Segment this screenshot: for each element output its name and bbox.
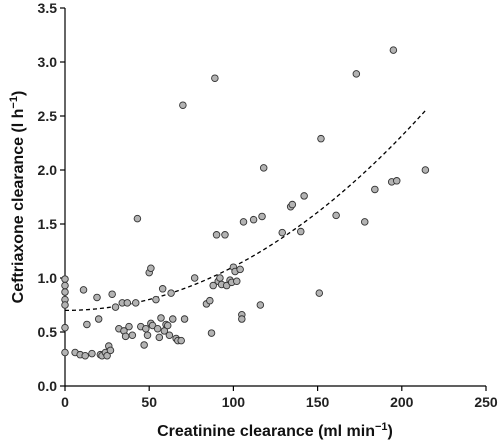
data-point (163, 321, 172, 330)
data-point (190, 274, 199, 282)
x-tick-label: 100 (222, 394, 246, 410)
data-point (88, 349, 96, 358)
data-point (169, 315, 177, 323)
data-point (389, 46, 398, 54)
data-point (108, 290, 116, 298)
data-point (256, 301, 265, 309)
data-point (300, 192, 308, 200)
y-ticks: 0.0 0.5 1.0 1.5 2.0 2.5 3.0 3.5 (38, 0, 65, 394)
y-axis-title-sup: −1 (8, 96, 20, 109)
y-axis-title: Ceftriaxone clearance (l h−1) (8, 91, 27, 304)
data-point (153, 325, 162, 333)
data-point (131, 299, 140, 307)
data-point (239, 218, 248, 226)
data-point (297, 227, 305, 236)
data-point (317, 134, 325, 143)
data-point (61, 275, 69, 283)
y-axis-title-text: Ceftriaxone clearance (l h (10, 109, 27, 304)
data-point (167, 289, 175, 297)
data-point (83, 320, 91, 329)
data-point (233, 277, 241, 285)
data-point (315, 289, 324, 297)
data-point (61, 348, 69, 357)
y-tick-label: 2.0 (38, 162, 58, 178)
y-tick-label: 1.5 (38, 216, 58, 232)
x-tick-label: 0 (61, 394, 69, 410)
data-point (133, 214, 142, 223)
x-axis-title-text: Creatinine clearance (ml min (157, 423, 375, 440)
data-point (278, 228, 286, 237)
data-point (216, 274, 224, 282)
y-tick-label: 1.0 (38, 270, 58, 286)
y-tick-label: 0.5 (38, 324, 58, 340)
data-point (392, 177, 401, 185)
fit-curve (64, 108, 428, 312)
x-ticks: 0 50 100 150 200 250 (61, 386, 498, 410)
data-points (61, 46, 430, 360)
data-point (258, 212, 266, 221)
data-point (142, 325, 150, 333)
data-point (61, 281, 69, 290)
data-point (111, 303, 120, 311)
data-point (140, 341, 148, 349)
data-point (361, 218, 369, 226)
x-axis-title-sup: −1 (375, 421, 388, 433)
data-point (249, 215, 258, 224)
data-point (236, 265, 244, 274)
data-point (238, 315, 246, 323)
data-point (81, 352, 89, 360)
x-axis-title-tail: ) (388, 423, 393, 440)
x-tick-label: 150 (306, 394, 330, 410)
data-point (180, 315, 189, 323)
y-tick-label: 3.0 (38, 54, 58, 70)
data-point (106, 346, 115, 355)
data-point (221, 231, 229, 239)
data-point (371, 185, 379, 194)
data-point (288, 200, 297, 209)
data-point (152, 295, 160, 304)
data-point (158, 285, 167, 293)
data-point (259, 164, 268, 172)
x-tick-label: 50 (141, 394, 157, 410)
data-point (125, 322, 133, 331)
data-point (61, 288, 69, 296)
data-point (206, 296, 214, 305)
data-point (352, 70, 361, 78)
data-point (421, 166, 430, 174)
data-point (212, 231, 221, 239)
x-tick-label: 200 (390, 394, 414, 410)
data-point (157, 314, 165, 322)
data-point (207, 329, 216, 337)
data-point (143, 331, 152, 339)
y-tick-label: 3.5 (38, 0, 58, 16)
data-point (147, 264, 155, 273)
data-point (209, 281, 217, 290)
x-tick-label: 250 (474, 394, 498, 410)
data-point (165, 331, 174, 339)
data-point (61, 323, 69, 332)
data-point (179, 101, 187, 109)
data-point (103, 352, 111, 360)
y-tick-label: 0.0 (38, 378, 58, 394)
data-point (61, 301, 69, 309)
data-point (128, 331, 137, 339)
data-point (121, 332, 130, 341)
data-point (123, 299, 132, 307)
data-point (155, 333, 164, 342)
data-point (93, 293, 101, 302)
axes: 0 50 100 150 200 250 0.0 0.5 1.0 1.5 2.0 2.5 3.0 3.5 (38, 0, 498, 410)
y-axis-title-tail: ) (10, 91, 27, 96)
y-tick-label: 2.5 (38, 108, 58, 124)
data-point (94, 315, 103, 323)
data-point (79, 286, 88, 294)
data-point (211, 74, 219, 82)
x-axis-title: Creatinine clearance (ml min−1) (157, 421, 393, 440)
data-point (177, 336, 185, 345)
data-point (332, 211, 340, 220)
